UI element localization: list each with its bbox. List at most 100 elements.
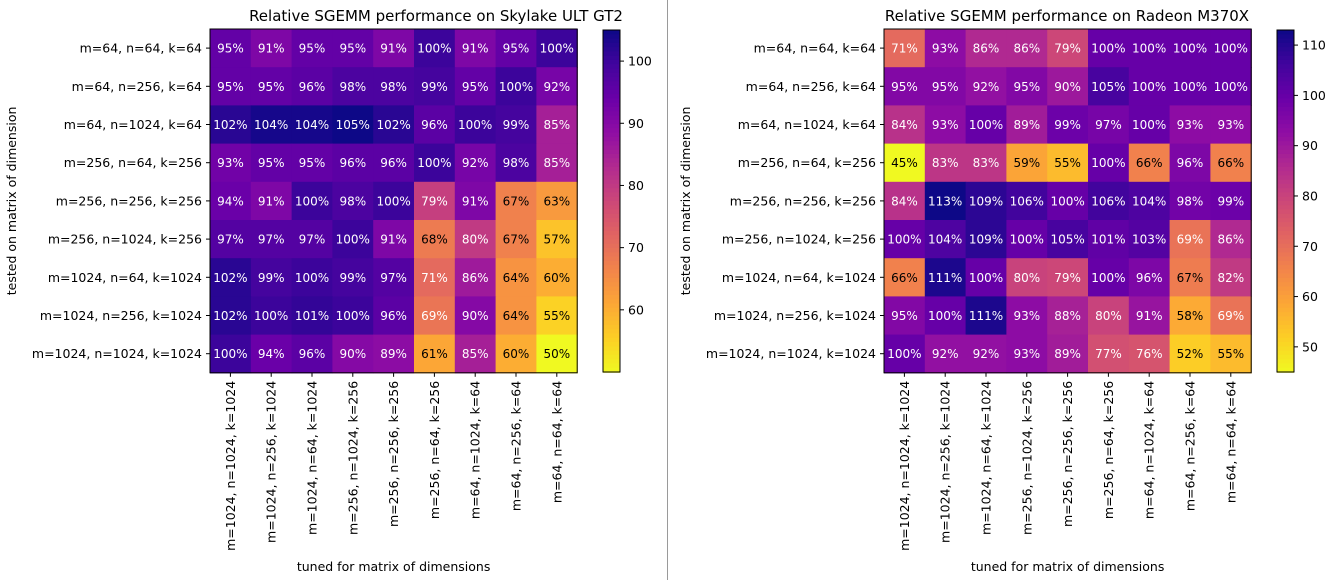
- heatmap-cell: [414, 258, 456, 297]
- heatmap-cell: [1088, 143, 1130, 183]
- cell-label: 84%: [891, 194, 918, 208]
- heatmap-cell: [250, 29, 293, 68]
- heatmap-cell: [250, 105, 293, 145]
- colorbar-segment: [603, 115, 620, 121]
- colorbar-segment: [1277, 324, 1294, 331]
- cell-label: 67%: [503, 233, 530, 247]
- colorbar-segment: [1277, 47, 1294, 53]
- heatmap-cell: [536, 334, 578, 374]
- colorbar-segment: [603, 273, 620, 279]
- y-tick-label: m=256, n=256, k=256: [730, 193, 876, 208]
- y-tick-label: m=64, n=64, k=64: [754, 41, 876, 56]
- colorbar-segment: [603, 286, 620, 292]
- colorbar-segment: [603, 243, 620, 249]
- colorbar-segment: [603, 68, 620, 74]
- heatmap-cell: [291, 258, 333, 297]
- cell-label: 99%: [1217, 194, 1244, 208]
- cell-label: 111%: [928, 271, 962, 285]
- cell-label: 109%: [969, 194, 1003, 208]
- cell-label: 79%: [1054, 42, 1081, 56]
- cell-label: 105%: [336, 118, 370, 132]
- colorbar-segment: [1277, 192, 1294, 198]
- cell-label: 100%: [540, 42, 574, 56]
- heatmap-cell: [1169, 67, 1211, 106]
- heatmap-cell: [1210, 220, 1252, 259]
- cell-label: 100%: [1091, 42, 1125, 56]
- heatmap-cell: [495, 105, 537, 145]
- heatmap-cell: [924, 220, 967, 259]
- colorbar-segment: [1277, 59, 1294, 65]
- colorbar-segment: [603, 153, 620, 160]
- cell-label: 95%: [258, 80, 285, 94]
- colorbar-segment: [603, 367, 620, 373]
- colorbar-segment: [603, 350, 620, 356]
- heatmap-cell: [414, 29, 456, 68]
- cell-label: 100%: [1091, 156, 1125, 170]
- cell-label: 96%: [421, 118, 448, 132]
- heatmap-cell: [1210, 67, 1252, 106]
- heatmap-cell: [1047, 181, 1089, 221]
- colorbar-segment: [603, 149, 620, 155]
- cell-label: 99%: [503, 118, 530, 132]
- colorbar-segment: [1277, 106, 1294, 113]
- heatmap-cell: [414, 67, 456, 106]
- heatmap-cell: [1210, 181, 1252, 221]
- cell-label: 97%: [299, 233, 326, 247]
- colorbar-tick-label: 90: [1302, 138, 1318, 153]
- heatmap-cell: [495, 67, 537, 106]
- heatmap-cell: [1088, 220, 1130, 259]
- colorbar-segment: [1277, 179, 1294, 185]
- cell-label: 105%: [1091, 80, 1125, 94]
- y-tick-label: m=64, n=64, k=64: [80, 41, 202, 56]
- cell-label: 79%: [421, 194, 448, 208]
- heatmap-cell: [454, 143, 497, 183]
- heatmap-cell: [924, 334, 967, 374]
- colorbar-segment: [603, 30, 620, 36]
- x-tick-label: m=64, n=64, k=64: [1223, 381, 1238, 503]
- colorbar-segment: [1277, 295, 1294, 301]
- colorbar-segment: [1277, 141, 1294, 147]
- cell-label: 91%: [462, 42, 489, 56]
- y-axis-label: tested on matrix of dimension: [678, 107, 693, 296]
- cell-label: 97%: [217, 233, 244, 247]
- heatmap-cell: [924, 296, 967, 336]
- cell-label: 95%: [932, 80, 959, 94]
- heatmap-cell: [1047, 258, 1089, 297]
- cell-label: 80%: [462, 233, 489, 247]
- cell-label: 64%: [503, 309, 530, 323]
- heatmap-cell: [210, 29, 252, 68]
- cell-label: 92%: [973, 347, 1000, 361]
- cell-label: 90%: [462, 309, 489, 323]
- y-tick-label: m=1024, n=256, k=1024: [714, 308, 876, 323]
- colorbar-segment: [603, 77, 620, 83]
- cell-label: 100%: [1132, 80, 1166, 94]
- heatmap-cell: [291, 296, 333, 336]
- heatmap-cell: [1210, 296, 1252, 336]
- heatmap-cell: [250, 181, 293, 221]
- colorbar-segment: [603, 136, 620, 142]
- cell-label: 71%: [421, 271, 448, 285]
- colorbar-segment: [1277, 38, 1294, 44]
- heatmap-cell: [536, 296, 578, 336]
- y-tick-label: m=256, n=256, k=256: [56, 193, 202, 208]
- heatmap-cell: [332, 220, 374, 259]
- colorbar-segment: [1277, 196, 1294, 202]
- colorbar-segment: [1277, 30, 1294, 36]
- colorbar-segment: [603, 38, 620, 44]
- cell-label: 97%: [258, 233, 285, 247]
- colorbar-segment: [603, 171, 620, 177]
- colorbar-segment: [603, 51, 620, 57]
- cell-label: 96%: [1177, 156, 1204, 170]
- cell-label: 84%: [891, 118, 918, 132]
- cell-label: 98%: [1177, 194, 1204, 208]
- cell-label: 96%: [339, 156, 366, 170]
- colorbar-tick-label: 70: [1302, 239, 1318, 254]
- cell-label: 95%: [339, 42, 366, 56]
- cell-label: 60%: [503, 347, 530, 361]
- y-tick-label: m=256, n=1024, k=256: [48, 232, 202, 247]
- colorbar-tick-label: 110: [1302, 38, 1326, 53]
- cell-label: 100%: [1173, 80, 1207, 94]
- heatmap-cell: [373, 29, 415, 68]
- heatmap-cell: [332, 296, 374, 336]
- heatmap-cell: [1128, 296, 1171, 336]
